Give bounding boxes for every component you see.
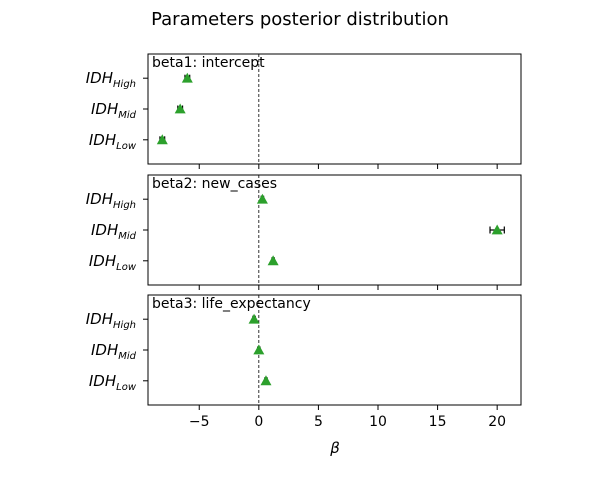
y-tick-label: IDHMid <box>91 221 137 242</box>
y-tick-label: IDHLow <box>89 131 137 152</box>
x-tick-label: 20 <box>488 414 506 430</box>
panel-label: beta3: life_expectancy <box>152 296 311 312</box>
y-tick-label: IDHHigh <box>86 310 136 331</box>
chart-title: Parameters posterior distribution <box>151 9 449 30</box>
data-point <box>253 345 264 355</box>
panel-beta2: beta2: new_cases IDHHigh IDHMid IDHLow <box>86 175 521 290</box>
data-point <box>249 314 260 324</box>
data-point <box>175 104 186 114</box>
panel-label: beta1: intercept <box>152 55 265 71</box>
panel-label: beta2: new_cases <box>152 176 277 192</box>
y-tick-label: IDHHigh <box>86 190 136 211</box>
x-tick-label: −5 <box>189 414 210 430</box>
panel-beta1: beta1: intercept IDHHigh IDHMid IDHLow <box>86 54 521 169</box>
x-tick-label: 10 <box>369 414 387 430</box>
x-tick-label: 0 <box>254 414 263 430</box>
y-tick-label: IDHLow <box>89 252 137 273</box>
data-point <box>182 73 193 83</box>
y-tick-label: IDHHigh <box>86 69 136 90</box>
panel-beta3: beta3: life_expectancy IDHHigh IDHMid IDHLo… <box>86 295 521 430</box>
x-tick-label: 15 <box>429 414 447 430</box>
y-tick-label: IDHLow <box>89 372 137 393</box>
data-point <box>260 375 271 385</box>
y-tick-label: IDHMid <box>91 100 137 121</box>
x-tick-label: 5 <box>314 414 323 430</box>
data-point <box>157 134 168 144</box>
y-tick-label: IDHMid <box>91 341 137 362</box>
x-axis-label: β <box>329 439 340 457</box>
data-point <box>268 255 279 265</box>
